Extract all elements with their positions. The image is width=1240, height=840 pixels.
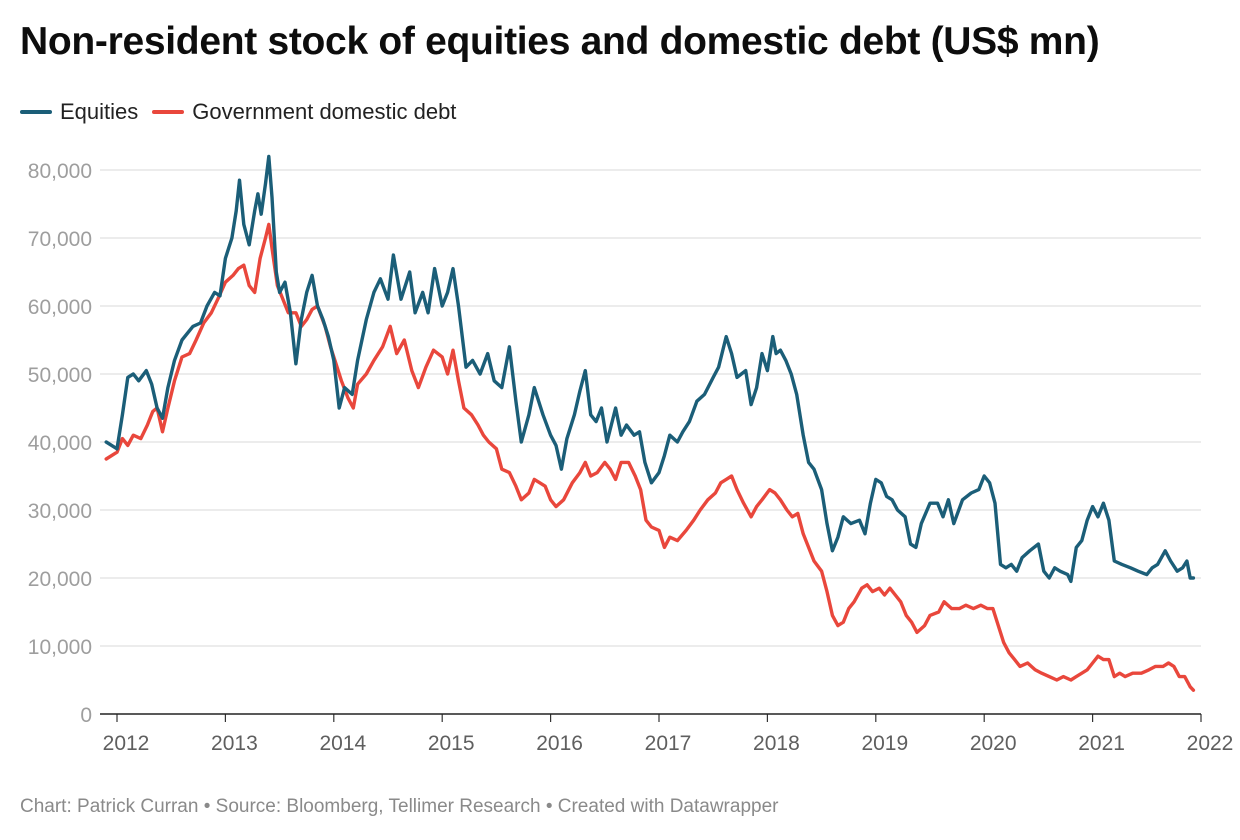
y-tick-label: 60,000: [28, 296, 92, 319]
series-lines: [104, 154, 1196, 692]
legend-item-government-debt: Government domestic debt: [152, 99, 456, 125]
legend-swatch-government-debt: [152, 110, 185, 114]
x-tick-label: 2020: [970, 732, 1017, 755]
x-tick-label: 2021: [1078, 732, 1125, 755]
series-line-equities: [104, 154, 1196, 584]
chart-title: Non-resident stock of equities and domes…: [20, 20, 1100, 63]
x-axis-tick-labels: 2012 2013 2014 2015 2016 2017 2018 2019 2020 2021…: [103, 714, 1234, 755]
legend-item-equities: Equities: [20, 99, 138, 125]
legend-swatch-equities: [20, 110, 52, 114]
x-tick-label: 2017: [645, 732, 692, 755]
legend-label-equities: Equities: [60, 99, 139, 124]
x-tick-label: 2013: [211, 732, 258, 755]
gridlines: [100, 169, 1201, 647]
legend: Equities Government domestic debt: [20, 99, 470, 125]
x-tick-label: 2015: [428, 732, 475, 755]
x-tick-label: 2012: [103, 732, 150, 755]
x-tick-label: 2018: [753, 732, 800, 755]
legend-label-government-debt: Government domestic debt: [192, 99, 457, 124]
source-footer: Chart: Patrick Curran • Source: Bloomber…: [20, 796, 779, 817]
x-tick-label: 2014: [319, 732, 366, 755]
y-tick-label: 80,000: [28, 160, 92, 183]
series-line-government-domestic-debt: [104, 222, 1196, 692]
y-axis-tick-labels: 0 10,000 20,000 30,000 40,000 50,000 60,000 70,…: [28, 160, 92, 727]
x-tick-label: 2019: [861, 732, 908, 755]
y-tick-label: 10,000: [28, 636, 92, 659]
y-tick-label: 70,000: [28, 228, 92, 251]
y-tick-label: 30,000: [28, 500, 92, 523]
y-tick-label: 20,000: [28, 568, 92, 591]
y-tick-label: 0: [80, 704, 92, 727]
x-tick-label: 2022: [1187, 732, 1234, 755]
x-tick-label: 2016: [536, 732, 583, 755]
y-tick-label: 50,000: [28, 364, 92, 387]
y-tick-label: 40,000: [28, 432, 92, 455]
